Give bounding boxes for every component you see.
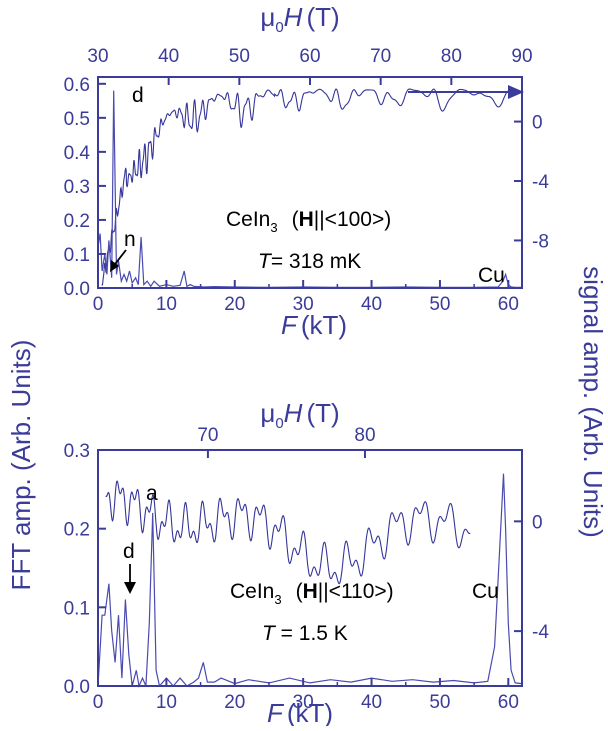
y-right-tick-label: -4 [532,622,549,643]
y-left-tick-label: 0.1 [64,245,90,266]
x-tick-label: 20 [224,294,245,315]
top-panel: 0 10 20 30 40 50 600.00.10.20.30.40.50.60-4-83… [64,2,550,340]
h-unit: (T) [306,2,339,32]
x-tick-label: 40 [361,294,382,315]
x-tick-label: 50 [429,692,450,713]
bottom-annotation-cu: Cu [472,580,499,603]
mu-sub: 0 [275,19,283,36]
y-right-tick-label: 0 [532,512,543,533]
x-tick-label: 20 [224,692,245,713]
bottom-compound-label: CeIn3 (H||<110>) [230,580,394,607]
signal-trace [101,88,509,286]
x-top-tick-label: 90 [511,46,532,67]
x-top-tick-label: 80 [441,46,462,67]
x-tick-label: 10 [156,692,177,713]
bottom-upper-axis-label: μ0H (T) [260,398,339,432]
y-left-tick-label: 0.4 [64,143,91,164]
top-lower-axis-label: F (kT) [281,310,347,340]
field-open: ( [296,580,303,603]
x-top-tick-label: 70 [370,46,391,67]
field-open: ( [292,208,299,231]
y-left-tick-label: 0.3 [64,177,90,198]
y-left-tick-label: 0.0 [64,279,90,300]
mu-sub: 0 [275,415,283,432]
x-top-tick-label: 60 [299,46,320,67]
h-symbol: H [284,2,303,32]
x-tick-label: 30 [293,692,314,713]
top-upper-axis-label: μ0H (T) [260,2,339,36]
bottom-plot-frame [97,449,523,687]
y-right-tick-label: -8 [532,231,549,252]
f-unit: (kT) [287,698,333,726]
top-compound-label: CeIn3 (H||<100>) [226,208,391,235]
x-tick-label: 30 [293,294,314,315]
top-annotation-cu: Cu [478,264,505,287]
temp-symbol: T [262,622,277,645]
top-temperature-label: T= 318 mK [258,250,361,273]
y-left-tick-label: 0.0 [64,677,90,698]
x-tick-label: 10 [156,294,177,315]
bottom-axes: 0 10 20 30 40 50 60 0.0 0.1 0.2 0.3 0 -4 70 80 [64,425,550,713]
h-symbol: H [284,398,303,428]
x-top-tick-label: 80 [354,425,375,446]
bottom-temperature-label: T = 1.5 K [262,622,348,645]
x-tick-label: 40 [361,692,382,713]
f-symbol: F [267,698,285,726]
field-h: H [299,208,314,231]
x-top-tick-label: 50 [229,46,250,67]
mu-symbol: μ [260,398,275,428]
x-top-tick-label: 40 [158,46,179,67]
arrow-d-head [124,582,136,594]
f-unit: (kT) [301,310,347,340]
signal-trace [105,480,471,585]
y-right-tick-label: 0 [532,113,543,134]
compound-name: CeIn [226,208,270,231]
bottom-lower-axis-label: F (kT) [267,698,333,726]
mu-symbol: μ [260,2,275,32]
y-left-tick-label: 0.1 [64,598,90,619]
field-direction: ||<100>) [314,208,391,231]
ylabel-right: signal amp. (Arb. Units) [578,266,608,538]
arrow-n-head [110,260,119,272]
right-axis-arrow-head [508,85,524,99]
annotation-d: d [123,540,135,563]
temp-symbol: T [258,250,273,273]
ylabel-left: FFT amp. (Arb. Units) [6,340,36,591]
field-direction: ||<110>) [318,580,394,603]
field-h: H [303,580,318,603]
temp-value: = 1.5 K [275,622,348,645]
y-left-tick-label: 0.2 [64,520,90,541]
top-axes: 0 10 20 30 40 50 60 0.0 0.1 0.2 0.3 0.4 0.5 0.6 0 -4 -8 3… [64,46,550,315]
y-left-tick-label: 0.2 [64,211,90,232]
x-tick-label: 60 [498,294,519,315]
x-top-tick-label: 70 [197,425,218,446]
annotation-n: n [124,228,136,251]
compound-name: CeIn [230,580,274,603]
compound-sub: 3 [270,220,277,235]
x-tick-label: 50 [429,294,450,315]
annotation-a: a [146,482,158,505]
x-top-tick-label: 30 [87,46,108,67]
x-tick-label: 0 [93,294,104,315]
h-unit: (T) [306,398,339,428]
bottom-marks [97,473,523,689]
y-right-tick-label: -4 [532,172,549,193]
temp-value: = 318 mK [271,250,361,273]
y-left-tick-label: 0.6 [64,75,90,96]
x-tick-label: 0 [93,692,104,713]
y-left-tick-label: 0.3 [64,441,90,462]
fft-trace [97,473,523,689]
bottom-panel: 0 10 20 30 40 50 600.00.10.20.30-470 80 μ0H (T) … [64,398,550,728]
x-tick-label: 60 [498,692,519,713]
f-symbol: F [281,310,299,340]
annotation-d: d [132,84,144,107]
compound-sub: 3 [274,592,281,607]
y-left-tick-label: 0.5 [64,109,90,130]
